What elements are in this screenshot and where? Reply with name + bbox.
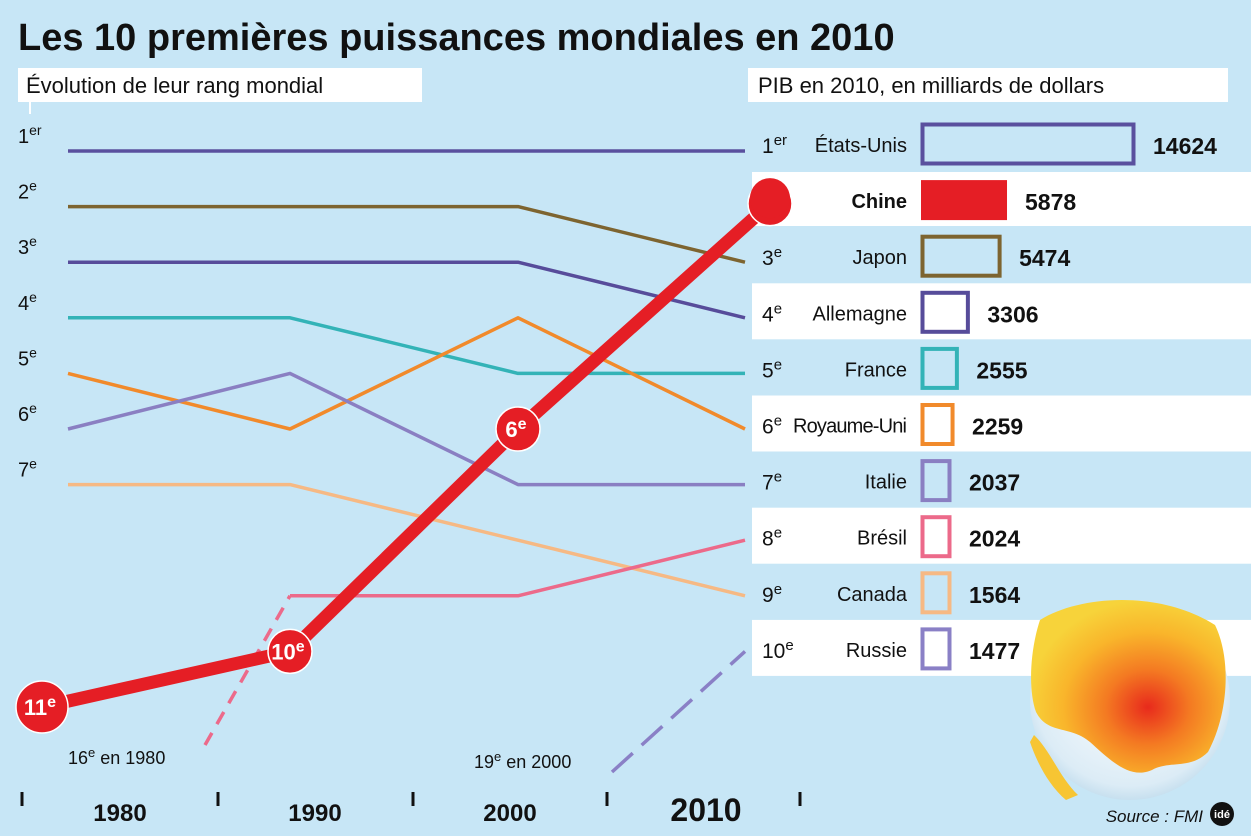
- logo-text: idé: [1214, 809, 1230, 821]
- page-title: Les 10 premières puissances mondiales en…: [18, 17, 895, 59]
- globe-icon: [1030, 600, 1230, 800]
- series-line: [290, 538, 746, 598]
- right-subtitle-box: [748, 68, 1228, 102]
- bar-category-label: États-Unis: [815, 134, 907, 157]
- bar: [920, 515, 952, 559]
- bar-category-label: Royaume-Uni: [793, 416, 907, 438]
- bar: [920, 290, 970, 334]
- bar: [920, 234, 1002, 278]
- bar-rank-label: 3e: [762, 244, 782, 270]
- bar-rank-label: 8e: [762, 525, 782, 551]
- year-label: 1980: [93, 800, 146, 827]
- bar: [920, 122, 1136, 166]
- series-marker: [267, 628, 313, 675]
- bar-value-label: 3306: [987, 301, 1038, 327]
- bar-rank-label: 6e: [762, 413, 782, 439]
- annotation: 19e en 2000: [474, 749, 571, 772]
- bar-value-label: 1564: [969, 582, 1020, 608]
- annotation: 16e en 1980: [68, 745, 165, 768]
- bar: [920, 627, 952, 671]
- row-band: [752, 283, 1251, 340]
- rank-axis-label: 2e: [18, 178, 37, 204]
- bar-rank-label: 10e: [762, 637, 794, 663]
- bar-value-label: 5878: [1025, 189, 1076, 215]
- bar-category-label: Russie: [846, 640, 907, 662]
- rank-axis-label: 5e: [18, 344, 37, 370]
- bar-value-label: 2555: [976, 357, 1027, 383]
- row-band: [752, 395, 1251, 452]
- series-line: [67, 371, 745, 487]
- bar: [920, 403, 955, 446]
- bar-value-label: 5474: [1019, 245, 1070, 271]
- series-line: [35, 197, 777, 714]
- bar: [920, 459, 952, 503]
- bar-category-label: Chine: [851, 191, 907, 213]
- right-subtitle: PIB en 2010, en milliards de dollars: [758, 73, 1104, 98]
- rank-axis-label: 6e: [18, 400, 37, 426]
- rank-axis-label: 1er: [18, 122, 42, 148]
- bar-rank-label: 7e: [762, 469, 782, 495]
- bar-category-label: Japon: [853, 247, 908, 269]
- bar-category-label: Brésil: [857, 528, 907, 550]
- bar-rank-label: 1er: [762, 132, 787, 158]
- series-marker: [495, 406, 541, 452]
- series-line-offchart: [610, 650, 747, 774]
- series-line: [68, 204, 746, 264]
- logo-icon: [1210, 802, 1234, 826]
- series-line-offchart: [203, 594, 292, 746]
- bar-value-label: 2259: [972, 414, 1023, 440]
- series-line: [68, 260, 746, 320]
- bar-category-label: Italie: [865, 472, 907, 494]
- bar-rank-label: 4e: [762, 300, 782, 326]
- bar-category-label: Allemagne: [812, 303, 907, 325]
- bar-category-label: Canada: [837, 584, 908, 606]
- rank-badge: [750, 178, 790, 219]
- year-label: 2000: [483, 800, 536, 827]
- marker-label: 6e: [505, 416, 526, 442]
- bar: [921, 180, 1008, 221]
- bar-value-label: 2037: [969, 470, 1020, 496]
- year-label: 1990: [288, 800, 341, 827]
- rank-axis-label: 4e: [18, 289, 37, 315]
- globe-land-2: [1030, 735, 1078, 800]
- globe-land: [1031, 600, 1226, 773]
- left-subtitle-box: [18, 68, 422, 102]
- series-marker: [15, 680, 69, 734]
- source-label: Source : FMI: [1106, 807, 1204, 826]
- series-line: [68, 316, 745, 376]
- rank-axis-label: 7e: [18, 456, 37, 482]
- marker-label: 11e: [24, 694, 56, 720]
- bar-category-label: France: [845, 359, 907, 381]
- bar: [920, 571, 952, 615]
- bar-value-label: 2024: [969, 526, 1020, 552]
- left-subtitle: Évolution de leur rang mondial: [26, 73, 323, 98]
- bar: [920, 346, 959, 390]
- bar-rank-label: 9e: [762, 581, 782, 607]
- rank-axis-label: 3e: [18, 233, 37, 259]
- bar-value-label: 14624: [1153, 133, 1217, 159]
- marker-label: 10e: [271, 638, 304, 664]
- bar-rank-label: 5e: [762, 356, 782, 382]
- bar-value-label: 1477: [969, 638, 1020, 664]
- row-band: [752, 507, 1251, 564]
- year-label: 2010: [670, 792, 741, 828]
